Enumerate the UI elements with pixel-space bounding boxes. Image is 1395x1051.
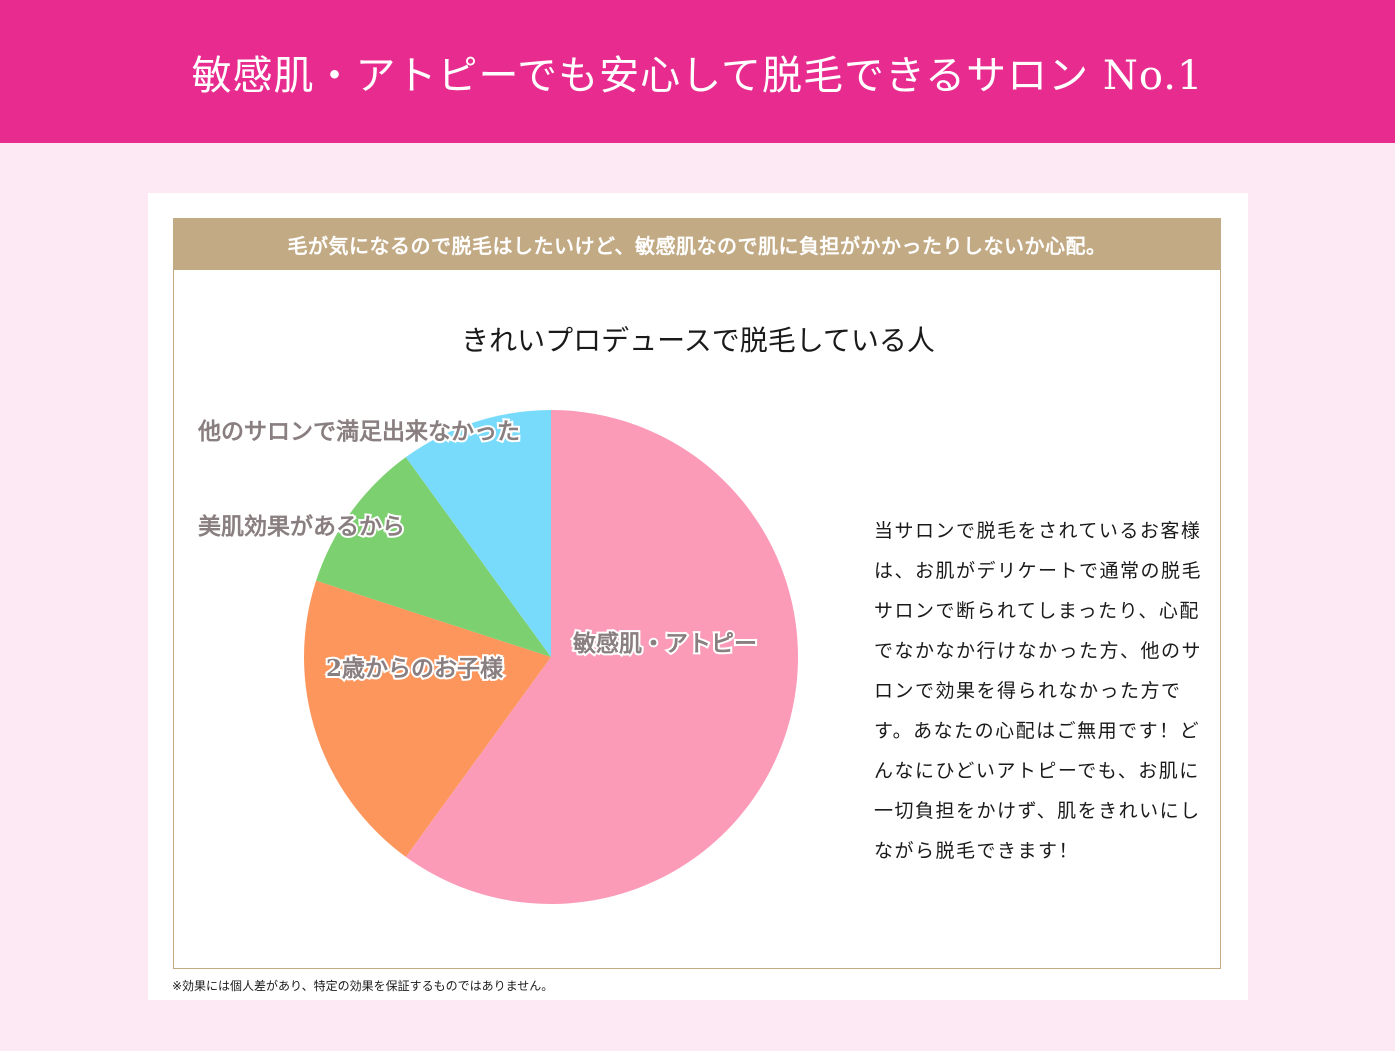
chart-title: きれいプロデュースで脱毛している人 [461, 324, 935, 357]
pie-label-children-from-2: 2歳からのお子様 [326, 655, 504, 682]
disclaimer-note: ※効果には個人差があり、特定の効果を保証するものではありません。 [172, 979, 554, 993]
concern-text: 毛が気になるので脱毛はしたいけど、敏感肌なので肌に負担がかかったりしないか心配。 [287, 234, 1107, 258]
page-header: 敏感肌・アトピーでも安心して脱毛できるサロン No.1 [0, 0, 1395, 143]
pie-chart: 敏感肌・アトピー 2歳からのお子様 美肌効果があるから 他のサロンで満足出来なかった [195, 410, 799, 904]
pie-slice-unsatisfied-other-salon [405, 410, 551, 657]
page-title: 敏感肌・アトピーでも安心して脱毛できるサロン No.1 [191, 52, 1204, 99]
pie-slice-children-from-2 [304, 580, 551, 857]
chart-card: 毛が気になるので脱毛はしたいけど、敏感肌なので肌に負担がかかったりしないか心配。… [148, 193, 1248, 1000]
pie-label-sensitive-skin-atopy: 敏感肌・アトピー [572, 630, 757, 657]
pie-label-unsatisfied-other-salon: 他のサロンで満足出来なかった [197, 418, 520, 445]
pie-slice-skin-beauty-effect [316, 457, 551, 657]
concern-banner: 毛が気になるので脱毛はしたいけど、敏感肌なので肌に負担がかかったりしないか心配。 [174, 219, 1220, 270]
description-text: 当サロンで脱毛をされているお客様は、お肌がデリケートで通常の脱毛サロンで断られて… [874, 520, 1203, 862]
pie-label-skin-beauty-effect: 美肌効果があるから [198, 513, 405, 540]
pie-slice-sensitive-skin-atopy [405, 410, 799, 904]
chart-frame: 毛が気になるので脱毛はしたいけど、敏感肌なので肌に負担がかかったりしないか心配。… [173, 218, 1221, 969]
